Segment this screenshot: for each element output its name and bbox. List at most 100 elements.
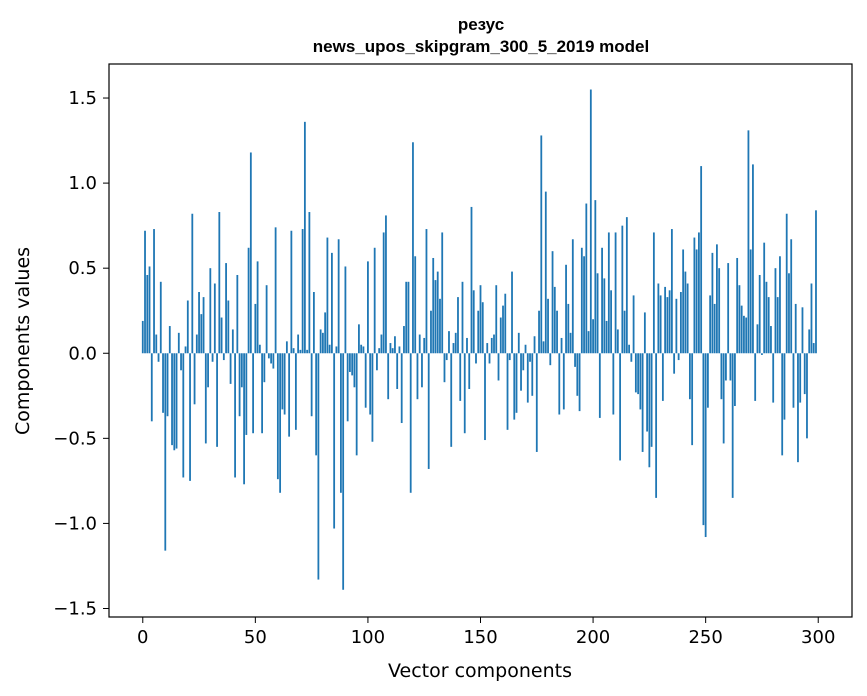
bar-158 [497, 353, 500, 381]
bar-202 [596, 273, 599, 354]
x-axis-ticks: 0 50 100 150 200 250 300 [137, 617, 835, 648]
bar-55 [265, 285, 268, 354]
bar-88 [340, 353, 342, 493]
bar-184 [556, 310, 558, 354]
bar-59 [274, 227, 277, 354]
bar-207 [607, 232, 610, 354]
bar-2 [146, 274, 149, 354]
bar-17 [180, 353, 182, 371]
bar-115 [400, 353, 403, 424]
y-tick-label: −0.5 [53, 428, 97, 449]
bar-218 [632, 295, 635, 354]
bar-249 [702, 353, 705, 526]
bar-13 [171, 353, 173, 446]
bar-256 [718, 268, 721, 354]
x-tick-label: 300 [801, 627, 835, 648]
bar-138 [452, 343, 455, 354]
bar-147 [472, 290, 475, 354]
bar-82 [326, 237, 329, 354]
bar-128 [430, 310, 432, 354]
bar-252 [709, 295, 712, 354]
bar-228 [655, 353, 658, 498]
bar-109 [387, 353, 390, 400]
bar-292 [799, 353, 802, 403]
bar-30 [209, 268, 212, 354]
bar-238 [677, 353, 680, 361]
bar-265 [738, 285, 741, 354]
bar-276 [763, 242, 766, 354]
bar-243 [688, 353, 691, 400]
bar-35 [220, 317, 223, 354]
bar-165 [513, 353, 516, 420]
bar-289 [792, 353, 795, 408]
bar-266 [740, 305, 743, 354]
bar-42 [236, 274, 239, 354]
y-axis-label: Components values [12, 247, 34, 435]
bar-209 [612, 353, 615, 415]
bar-127 [427, 353, 430, 469]
bar-75 [310, 353, 313, 417]
bar-11 [166, 353, 169, 417]
bar-160 [502, 305, 504, 354]
bar-196 [583, 256, 585, 354]
bar-107 [382, 232, 385, 354]
bar-145 [468, 353, 471, 389]
bar-94 [353, 353, 356, 388]
bar-136 [448, 331, 450, 354]
bar-18 [182, 353, 185, 478]
bar-67 [292, 348, 295, 354]
bar-255 [716, 244, 718, 354]
bar-287 [788, 273, 790, 354]
bar-182 [551, 251, 554, 354]
bar-157 [495, 285, 498, 354]
bar-54 [263, 353, 266, 383]
bar-175 [535, 353, 538, 452]
bar-232 [664, 286, 667, 354]
bar-52 [258, 344, 261, 354]
bar-8 [159, 281, 162, 354]
bar-72 [303, 121, 306, 354]
bar-97 [360, 344, 363, 354]
bar-291 [797, 353, 799, 463]
bar-274 [758, 274, 761, 354]
bar-186 [560, 337, 563, 354]
bar-141 [459, 353, 462, 401]
bar-22 [191, 213, 194, 354]
y-tick-label: −1.0 [53, 513, 97, 534]
bar-65 [288, 353, 291, 437]
bar-195 [580, 247, 583, 354]
bar-26 [200, 314, 203, 354]
bar-118 [407, 281, 410, 354]
bar-77 [315, 353, 318, 456]
bar-78 [317, 353, 320, 580]
bar-156 [493, 334, 495, 354]
bar-121 [414, 256, 417, 354]
bar-12 [168, 326, 171, 354]
bar-27 [202, 297, 205, 354]
bar-130 [434, 280, 437, 354]
bar-111 [391, 348, 394, 354]
y-tick-label: 0.0 [68, 343, 97, 364]
bar-178 [542, 341, 545, 354]
bar-188 [565, 264, 567, 354]
bar-71 [301, 229, 304, 354]
bar-171 [526, 353, 529, 403]
bar-223 [643, 312, 646, 354]
bar-199 [589, 89, 592, 354]
bar-173 [531, 353, 534, 396]
bar-63 [283, 353, 286, 415]
bar-64 [285, 341, 288, 354]
bar-204 [601, 247, 603, 354]
bar-81 [324, 312, 327, 354]
bar-32 [213, 283, 216, 354]
bar-270 [749, 249, 752, 354]
bar-299 [815, 210, 817, 354]
bar-36 [222, 353, 225, 361]
bar-253 [711, 252, 714, 354]
bar-123 [418, 334, 421, 354]
bar-179 [544, 191, 547, 354]
bar-180 [547, 298, 549, 354]
bar-46 [245, 353, 248, 435]
bar-104 [376, 353, 378, 371]
bar-62 [281, 353, 284, 410]
